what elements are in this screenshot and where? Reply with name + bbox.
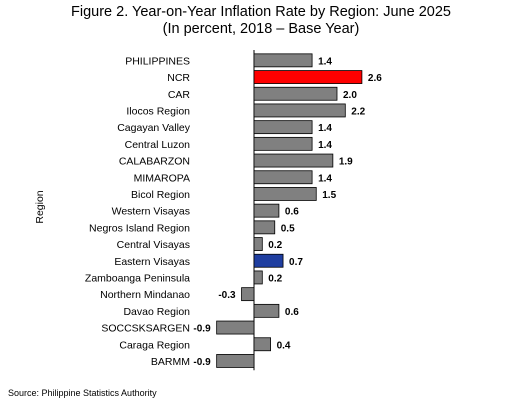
bar-calabarzon: [253, 153, 334, 168]
bar-philippines: [253, 53, 313, 68]
category-label-negros-island-region: Negros Island Region: [89, 222, 190, 234]
data-label-mimaropa: 1.4: [318, 173, 332, 184]
data-label-ilocos-region: 2.2: [351, 106, 365, 117]
data-label-calabarzon: 1.9: [339, 157, 353, 168]
data-label-northern-mindanao: -0.3: [218, 290, 236, 301]
bar-central-visayas: [253, 237, 263, 251]
bar-car: [253, 86, 338, 101]
data-label-ncr: 2.6: [368, 73, 382, 84]
bars-group: PHILIPPINES 1.4 NCR 2.6 CAR 2.0 Ilocos Region 2…: [85, 50, 382, 371]
bar-eastern-visayas: [253, 253, 284, 268]
category-label-northern-mindanao: Northern Mindanao: [100, 289, 190, 301]
data-label-negros-island-region: 0.5: [281, 223, 295, 234]
data-label-western-visayas: 0.6: [285, 207, 299, 218]
category-label-eastern-visayas: Eastern Visayas: [114, 256, 190, 268]
data-label-zamboanga-peninsula: 0.2: [268, 273, 282, 284]
y-axis-label: Region: [34, 190, 46, 223]
bar-caraga-region: [253, 337, 272, 352]
data-label-philippines: 1.4: [318, 56, 332, 67]
category-label-cagayan-valley: Cagayan Valley: [117, 122, 191, 134]
bar-ilocos-region: [253, 103, 346, 118]
category-label-philippines: PHILIPPINES: [125, 55, 190, 67]
category-label-car: CAR: [168, 89, 191, 101]
category-label-davao-region: Davao Region: [123, 306, 190, 318]
data-label-caraga-region: 0.4: [277, 340, 291, 351]
data-label-barmm: -0.9: [193, 357, 211, 368]
data-label-central-luzon: 1.4: [318, 140, 332, 151]
bar-central-luzon: [253, 136, 313, 151]
bar-western-visayas: [253, 203, 280, 218]
bar-soccsksargen: [216, 320, 255, 335]
category-label-central-visayas: Central Visayas: [117, 239, 190, 251]
category-label-bicol-region: Bicol Region: [131, 189, 190, 201]
source-note: Source: Philippine Statistics Authority: [8, 388, 157, 398]
data-label-bicol-region: 1.5: [322, 190, 336, 201]
category-label-calabarzon: CALABARZON: [119, 156, 190, 168]
category-label-zamboanga-peninsula: Zamboanga Peninsula: [85, 272, 190, 284]
bar-davao-region: [253, 303, 280, 318]
data-label-davao-region: 0.6: [285, 307, 299, 318]
category-label-ilocos-region: Ilocos Region: [126, 105, 190, 117]
chart-subtitle: (In percent, 2018 – Base Year): [162, 21, 360, 37]
bar-negros-island-region: [253, 220, 276, 235]
category-label-ncr: NCR: [167, 72, 190, 84]
data-label-central-visayas: 0.2: [268, 240, 282, 251]
bar-mimaropa: [253, 170, 313, 185]
data-label-car: 2.0: [343, 90, 357, 101]
category-label-caraga-region: Caraga Region: [119, 339, 190, 351]
bar-barmm: [216, 354, 255, 368]
bar-northern-mindanao: [241, 287, 255, 302]
bar-ncr: [253, 70, 363, 84]
category-label-barmm: BARMM: [151, 356, 190, 368]
chart-title: Figure 2. Year-on-Year Inflation Rate by…: [71, 4, 451, 20]
chart-title-block: Figure 2. Year-on-Year Inflation Rate by…: [0, 4, 522, 38]
data-label-cagayan-valley: 1.4: [318, 123, 332, 134]
data-label-soccsksargen: -0.9: [193, 324, 211, 335]
category-label-western-visayas: Western Visayas: [112, 206, 190, 218]
bar-cagayan-valley: [253, 120, 313, 135]
data-label-eastern-visayas: 0.7: [289, 257, 303, 268]
category-label-soccsksargen: SOCCSKSARGEN: [101, 323, 190, 335]
bar-bicol-region: [253, 187, 317, 201]
bar-zamboanga-peninsula: [253, 270, 263, 285]
category-label-central-luzon: Central Luzon: [125, 139, 191, 151]
category-label-mimaropa: MIMAROPA: [134, 172, 190, 184]
